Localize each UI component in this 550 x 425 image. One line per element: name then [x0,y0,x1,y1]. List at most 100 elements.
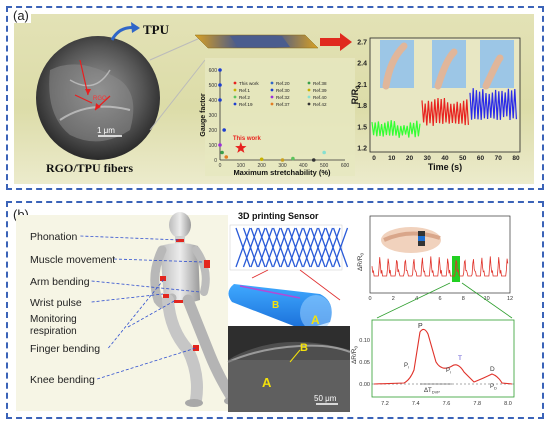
scatter-point [281,158,285,162]
scatter-ytick: 0 [214,158,217,164]
red-arrow [320,33,352,51]
pulse-top-chart: 024681012ΔR/R0 [357,216,513,302]
pulse-top-xtick: 0 [368,296,371,302]
signal-ytick: 1.2 [357,146,367,153]
signal-xtick: 70 [495,155,503,162]
scatter-ytick: 400 [209,98,218,104]
cylinder-label-a: A [311,313,320,327]
pulse-bottom-xtick: 8.0 [504,401,512,407]
scatter-legend-entry: Ref.37 [276,102,290,107]
scatter-legend-entry: Ref.39 [313,88,327,93]
peak-label-pi: Pi [404,363,409,370]
pulse-highlight [452,256,460,282]
signal-xtick: 20 [406,155,414,162]
scatter-point [220,151,224,155]
pulse-bottom-ylabel: ΔR/R0 [351,345,359,364]
scatter-legend-entry: Ref.40 [313,95,327,100]
body-label: Wrist pulse [30,297,82,309]
scatter-legend-entry: This work [239,81,259,86]
peak-label-p: P [418,323,423,330]
signal-xlabel: Time (s) [428,162,462,172]
pulse-bottom-xtick: 7.2 [381,401,389,407]
scatter-legend-marker [234,89,237,92]
scatter-ytick: 200 [209,128,218,134]
scatter-xtick: 600 [341,163,350,169]
scatter-point [224,155,228,159]
zoom-line-top [150,38,200,60]
scatter-legend-entry: Ref.2 [239,95,250,100]
peak-label-t: T [458,355,462,362]
scatter-xlabel: Maximum stretchability (%) [233,168,331,177]
body-label: Arm bending [30,276,90,288]
scatter-point [218,98,222,102]
scatter-xtick: 0 [219,163,222,169]
signal-xtick: 10 [388,155,396,162]
sem-label-b: B [300,342,308,354]
body-label: Monitoring respiration [30,314,77,337]
lattice-zoom-left [252,270,268,278]
pulse-bottom-ytick: 0.00 [359,382,370,388]
scatter-legend-entry: Ref.42 [313,102,327,107]
pulse-top-xtick: 2 [392,296,395,302]
peak-label-pi2: Pi [446,368,451,375]
sem-b-scale-label: 50 μm [314,394,337,403]
scatter-point [322,151,326,155]
signal-ytick: 2.7 [357,40,367,47]
scatter-legend-entry: Ref.1 [239,88,250,93]
scatter-legend-entry: Ref.30 [276,88,290,93]
signal-xtick: 50 [459,155,467,162]
sem-label-a: A [262,375,272,390]
pulse-top-plot-area [370,216,510,293]
scatter-legend-marker [234,103,237,106]
scatter-legend-entry: Ref.20 [276,81,290,86]
body-label: Muscle movement [30,254,115,266]
pulse-top-xtick: 6 [438,296,441,302]
signal-xtick: 40 [441,155,449,162]
scatter-ytick: 500 [209,83,218,89]
scatter-legend-marker [308,89,311,92]
tpu-label: TPU [143,22,170,37]
scatter-legend-entry: Ref.38 [313,81,327,86]
scatter-ytick: 300 [209,113,218,119]
scatter-callout: This work [233,136,262,142]
scatter-legend-marker [271,82,274,85]
signal-chart: 1.21.51.82.12.42.70 10 20 30 40 50 60 70 80Time … [350,38,520,172]
fiber-label: RGO/TPU fibers [46,161,133,175]
body-label: Knee bending [30,374,95,386]
scatter-legend-marker [234,82,237,85]
signal-ytick: 2.4 [357,61,367,68]
scatter-legend-marker [308,96,311,99]
signal-xtick: 30 [424,155,432,162]
cylinder-label-b: B [272,300,279,311]
scatter-point [222,128,226,132]
scatter-legend-entry: Ref.19 [239,102,253,107]
scatter-ylabel: Gauge factor [200,93,207,136]
scatter-chart-bg [205,58,355,176]
scatter-legend-marker [271,89,274,92]
signal-xtick: 80 [512,155,520,162]
signal-ytick: 1.5 [357,124,367,131]
body-label: Phonation [30,231,77,243]
scatter-point [291,157,295,161]
scatter-point [260,157,264,161]
scatter-point [218,68,222,72]
wrist-photo [381,227,441,253]
scatter-legend-marker [308,103,311,106]
scatter-ytick: 600 [209,68,218,74]
scatter-legend-marker [234,96,237,99]
scatter-legend-marker [271,96,274,99]
peak-label-pd: PD [490,384,497,391]
sensor-title: 3D printing Sensor [238,211,319,221]
signal-xtick: 0 [372,155,376,162]
pulse-top-ylabel: ΔR/R0 [357,252,365,271]
scatter-ytick: 100 [209,143,218,149]
scatter-point [218,143,222,147]
scatter-legend-entry: Ref.32 [276,95,290,100]
signal-xtick: 60 [477,155,485,162]
pulse-top-xtick: 8 [462,296,465,302]
scatter-legend-marker [271,103,274,106]
scatter-legend-marker [308,82,311,85]
body-label: Finger bending [30,343,100,355]
pulse-bottom-xtick: 7.4 [412,401,420,407]
